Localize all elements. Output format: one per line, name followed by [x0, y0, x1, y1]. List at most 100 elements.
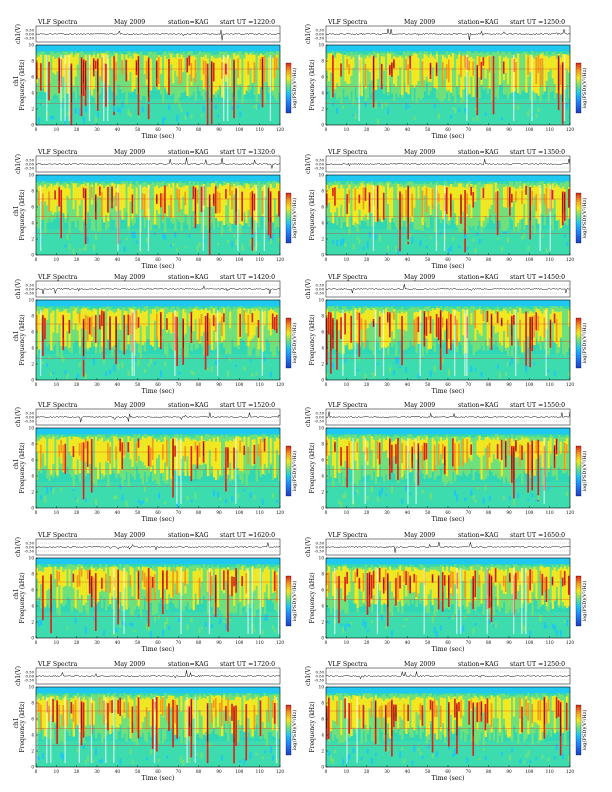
y-axis-label: Frequency (kHz) — [309, 442, 316, 493]
spectrogram-column — [221, 62, 223, 79]
spectrogram-column — [214, 447, 217, 462]
spectrogram-column — [330, 567, 333, 614]
spectrogram-column — [40, 444, 42, 468]
spectrogram-column — [42, 316, 44, 342]
spectrogram-column — [472, 437, 475, 481]
spectrogram-column — [180, 58, 182, 84]
spectrogram-column — [362, 436, 365, 452]
spectrogram-speckle — [137, 499, 140, 503]
spectrogram-column — [352, 54, 355, 105]
spectrogram-column — [196, 309, 199, 340]
x-tick-label: 80 — [486, 510, 492, 515]
spectrogram-column — [94, 54, 98, 105]
spectrogram-column — [170, 311, 173, 334]
spectrogram-column — [419, 435, 422, 471]
spectrogram-speckle — [509, 496, 512, 500]
spectrogram-column — [174, 700, 176, 724]
spectrogram-column — [202, 697, 206, 735]
spectrogram-column — [567, 55, 570, 73]
spectrogram-column — [492, 437, 496, 454]
spectrogram-column — [121, 184, 124, 220]
spectrogram-column — [387, 702, 389, 718]
spectrogram-panel-2: VLF Spectra May 2009 station=KAG start UT =… — [305, 19, 588, 140]
spectrogram-speckle — [271, 625, 274, 630]
spectrogram-column — [263, 439, 267, 464]
spectrogram-column — [482, 310, 485, 322]
x-tick-label: 110 — [256, 127, 264, 132]
spectrogram-speckle — [74, 496, 77, 500]
spectrogram-column — [556, 440, 557, 451]
x-tick-label: 110 — [546, 769, 554, 774]
spectrogram-speckle — [149, 358, 152, 364]
spectrogram-column — [94, 60, 97, 69]
x-tick-label: 100 — [525, 382, 533, 387]
spectrogram-column — [419, 564, 422, 604]
spectrogram-column — [421, 307, 424, 357]
spectrogram-column — [452, 186, 455, 201]
panel-date: May 2009 — [404, 532, 435, 539]
spectrogram-speckle — [433, 365, 436, 372]
spectrogram-column — [178, 189, 180, 213]
spectrogram-speckle — [476, 116, 479, 122]
spectrogram-speckle — [336, 240, 339, 247]
spectrogram-column — [259, 307, 262, 349]
spectrogram-column — [543, 184, 546, 199]
waveform-tick-label: 0.00 — [26, 674, 35, 679]
spectrogram-column — [419, 184, 422, 231]
x-tick-label: 100 — [525, 510, 533, 515]
spectrogram-column — [200, 314, 203, 325]
x-tick-label: 0 — [35, 257, 38, 262]
spectrogram-column — [48, 61, 50, 101]
waveform-tick-label: -0.30 — [314, 291, 324, 296]
spectrogram-column — [517, 53, 520, 93]
spectrogram-speckle — [342, 494, 345, 499]
spectrogram-speckle — [113, 105, 116, 112]
high-frequency-band — [326, 687, 570, 693]
spectrogram-speckle — [147, 363, 150, 367]
spectrogram-speckle — [115, 627, 118, 633]
x-tick-label: 100 — [235, 127, 243, 132]
spectrogram-column — [346, 56, 349, 84]
spectrogram-column — [82, 442, 85, 500]
spectrogram-column — [545, 702, 548, 724]
x-tick-label: 70 — [176, 510, 182, 515]
spectrogram-speckle — [267, 235, 270, 242]
spectrogram-column — [192, 699, 195, 719]
spectrogram-column — [498, 565, 502, 612]
spectrogram-column — [328, 438, 331, 456]
spectrogram-column — [44, 55, 47, 93]
spectrogram-column — [421, 190, 424, 218]
spectrogram-column — [263, 307, 267, 352]
spectrogram-column — [509, 52, 512, 94]
spectrogram-column — [145, 61, 148, 80]
spectrogram-column — [354, 441, 357, 461]
spectrogram-column — [131, 437, 134, 467]
spectrogram-speckle — [336, 107, 339, 114]
spectrogram-panel-7: VLF Spectra May 2009 station=KAG start UT =… — [13, 402, 298, 523]
spectrogram-column — [188, 708, 190, 727]
spectrogram-column — [387, 183, 390, 205]
spectrogram-column — [212, 183, 216, 196]
spectrogram-column — [184, 700, 187, 738]
spectrogram-speckle — [535, 499, 538, 502]
spectrogram-column — [86, 441, 89, 467]
spectrogram-column — [529, 188, 531, 221]
spectrogram-column — [135, 187, 138, 214]
spectrogram-speckle — [378, 234, 381, 242]
spectrogram-column — [439, 185, 443, 211]
spectrogram-speckle — [50, 115, 53, 120]
x-tick-label: 60 — [155, 769, 161, 774]
spectrogram-column — [117, 308, 120, 324]
spectrogram-column — [354, 568, 357, 604]
spectrogram-speckle — [403, 625, 406, 628]
spectrogram-column — [84, 438, 87, 449]
spectrogram-column — [486, 311, 489, 346]
spectrogram-speckle — [378, 102, 381, 108]
spectrogram-column — [141, 54, 145, 96]
spectrogram-column — [468, 187, 471, 205]
spectrogram-column — [162, 572, 164, 599]
spectrogram-speckle — [76, 373, 79, 379]
spectrogram-column — [450, 56, 453, 93]
waveform-trace — [325, 28, 571, 41]
x-tick-label: 0 — [35, 127, 38, 132]
